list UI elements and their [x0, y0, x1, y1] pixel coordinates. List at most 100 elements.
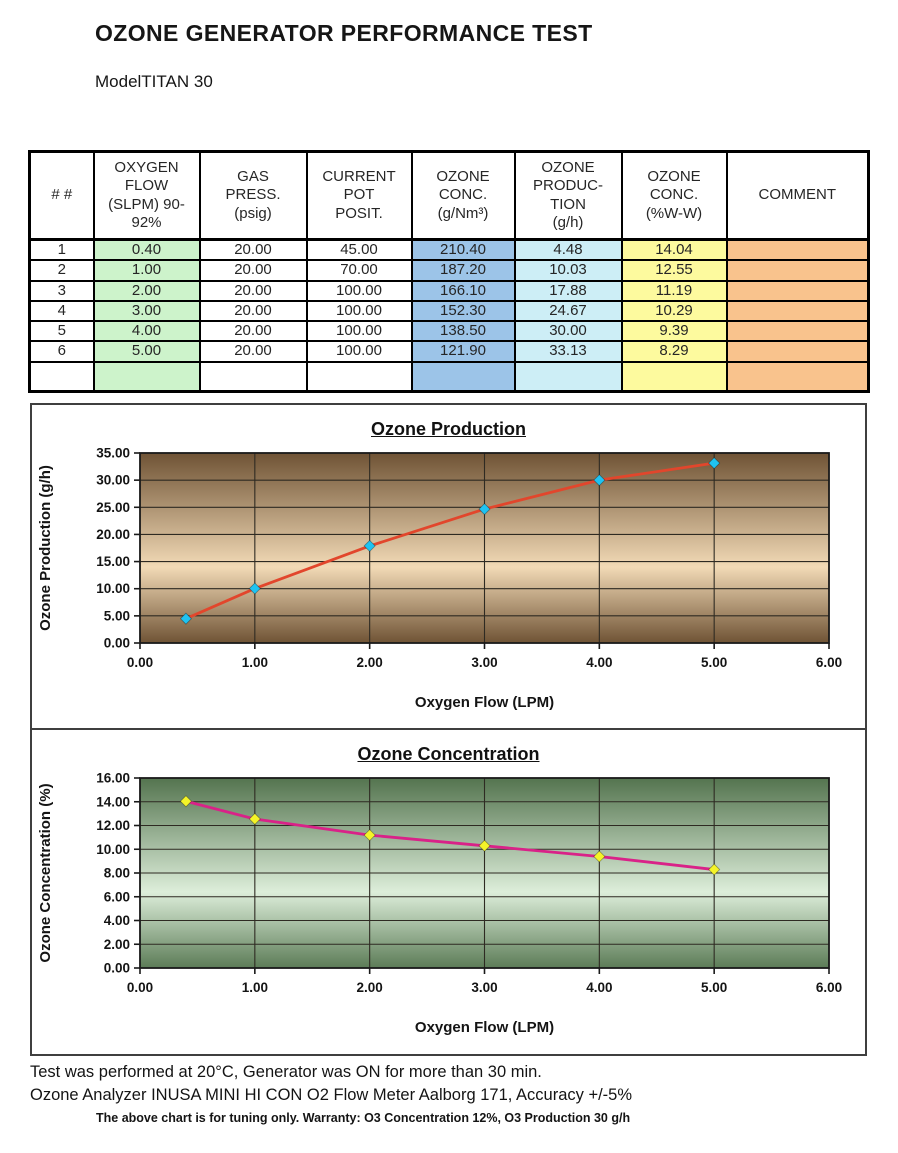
svg-text:6.00: 6.00: [104, 889, 130, 904]
footer-notes: Test was performed at 20°C, Generator wa…: [30, 1061, 632, 1127]
table-cell: 30.00: [513, 320, 623, 343]
table-cell: 138.50: [410, 320, 516, 343]
table-cell: [725, 360, 870, 393]
table-cell: 33.13: [513, 340, 623, 363]
table-header-cell: CURRENT POT POSIT.: [305, 150, 413, 241]
svg-text:1.00: 1.00: [242, 655, 268, 670]
ozone-concentration-chart-title: Ozone Concentration: [357, 744, 540, 764]
table-header-cell: GAS PRESS. (psig): [198, 150, 308, 241]
svg-text:35.00: 35.00: [96, 446, 130, 461]
table-cell: 20.00: [198, 320, 308, 343]
table-cell: 8.29: [620, 340, 728, 363]
svg-text:1.00: 1.00: [242, 980, 268, 995]
table-cell: 12.55: [620, 259, 728, 282]
table-cell: 20.00: [198, 279, 308, 302]
footer-line-3: The above chart is for tuning only. Warr…: [96, 1110, 631, 1125]
table-cell: 20.00: [198, 238, 308, 262]
table-cell: 4.00: [92, 320, 201, 343]
table-cell: [410, 360, 516, 393]
svg-text:5.00: 5.00: [701, 655, 727, 670]
svg-text:0.00: 0.00: [127, 655, 153, 670]
svg-text:12.00: 12.00: [96, 818, 130, 833]
table-cell: 9.39: [620, 320, 728, 343]
table-row: 5 4.00 20.00 100.00 138.50 30.00 9.39: [28, 320, 870, 343]
table-row: [28, 360, 870, 393]
table-cell: [92, 360, 201, 393]
table-cell: [725, 259, 870, 282]
table-cell: 1: [28, 238, 95, 262]
table-cell: 0.40: [92, 238, 201, 262]
table-cell: 4: [28, 299, 95, 323]
svg-text:2.00: 2.00: [357, 980, 383, 995]
table-cell: [198, 360, 308, 393]
table-header-cell: OXYGEN FLOW (SLPM) 90- 92%: [92, 150, 201, 241]
table-cell: [725, 340, 870, 363]
table-cell: [725, 320, 870, 343]
svg-text:0.00: 0.00: [104, 636, 130, 651]
model-label: ModelTITAN 30: [95, 72, 213, 91]
svg-text:Ozone Concentration (%): Ozone Concentration (%): [37, 783, 54, 962]
table-cell: 3: [28, 279, 95, 302]
table-header-cell: OZONE CONC. (%W-W): [620, 150, 728, 241]
table-cell: 100.00: [305, 320, 413, 343]
table-row: 2 1.00 20.00 70.00 187.20 10.03 12.55: [28, 259, 870, 282]
ozone-concentration-section: Ozone Concentration 0.00 2.00 4.00 6.00 8.00…: [32, 730, 865, 1055]
table-cell: 166.10: [410, 279, 516, 302]
svg-text:5.00: 5.00: [701, 980, 727, 995]
table-cell: [725, 238, 870, 262]
ozone-production-chart-title: Ozone Production: [371, 419, 526, 439]
svg-text:30.00: 30.00: [96, 473, 130, 488]
svg-text:10.00: 10.00: [96, 842, 130, 857]
svg-text:Oxygen Flow (LPM): Oxygen Flow (LPM): [415, 694, 554, 711]
svg-text:0.00: 0.00: [127, 980, 153, 995]
svg-text:10.00: 10.00: [96, 581, 130, 596]
table-cell: 10.29: [620, 299, 728, 323]
table-cell: 45.00: [305, 238, 413, 262]
table-header-cell: COMMENT: [725, 150, 870, 241]
table-header-row: # # OXYGEN FLOW (SLPM) 90- 92% GAS PRESS. …: [28, 150, 870, 241]
footer-line-1: Test was performed at 20°C, Generator wa…: [30, 1063, 542, 1081]
table-cell: 11.19: [620, 279, 728, 302]
charts-container: Ozone Production 0.00 5.00 10.00 15.00 20.00…: [30, 403, 867, 1056]
table-cell: 3.00: [92, 299, 201, 323]
table-cell: 1.00: [92, 259, 201, 282]
svg-text:Oxygen Flow (LPM): Oxygen Flow (LPM): [415, 1019, 554, 1036]
svg-text:20.00: 20.00: [96, 527, 130, 542]
table-cell: 210.40: [410, 238, 516, 262]
table-cell: [725, 279, 870, 302]
table-cell: 121.90: [410, 340, 516, 363]
table-cell: 20.00: [198, 259, 308, 282]
svg-text:5.00: 5.00: [104, 608, 130, 623]
table-row: 1 0.40 20.00 45.00 210.40 4.48 14.04: [28, 238, 870, 262]
table-cell: 24.67: [513, 299, 623, 323]
table-cell: 100.00: [305, 279, 413, 302]
table-cell: 14.04: [620, 238, 728, 262]
table-header-cell: OZONE PRODUC- TION (g/h): [513, 150, 623, 241]
table-header-cell: OZONE CONC. (g/Nm³): [410, 150, 516, 241]
table-cell: 20.00: [198, 340, 308, 363]
ozone-concentration-chart: 0.00 2.00 4.00 6.00 8.00 10.00 12.00 14.00 16.00…: [37, 771, 842, 1037]
svg-text:3.00: 3.00: [471, 655, 497, 670]
svg-text:6.00: 6.00: [816, 655, 842, 670]
svg-text:6.00: 6.00: [816, 980, 842, 995]
svg-text:4.00: 4.00: [104, 913, 130, 928]
table-cell: [620, 360, 728, 393]
performance-table: # # OXYGEN FLOW (SLPM) 90- 92% GAS PRESS. …: [28, 150, 870, 394]
table-cell: [305, 360, 413, 393]
svg-text:2.00: 2.00: [104, 937, 130, 952]
table-cell: 187.20: [410, 259, 516, 282]
table-row: 6 5.00 20.00 100.00 121.90 33.13 8.29: [28, 340, 870, 363]
table-cell: 10.03: [513, 259, 623, 282]
table-cell: 5: [28, 320, 95, 343]
svg-text:0.00: 0.00: [104, 961, 130, 976]
table-row: 3 2.00 20.00 100.00 166.10 17.88 11.19: [28, 279, 870, 302]
table-row: 4 3.00 20.00 100.00 152.30 24.67 10.29: [28, 299, 870, 323]
svg-text:16.00: 16.00: [96, 771, 130, 786]
table-cell: 17.88: [513, 279, 623, 302]
table-cell: 2.00: [92, 279, 201, 302]
table-cell: 20.00: [198, 299, 308, 323]
svg-text:2.00: 2.00: [357, 655, 383, 670]
svg-text:3.00: 3.00: [471, 980, 497, 995]
ozone-production-section: Ozone Production 0.00 5.00 10.00 15.00 20.00…: [32, 405, 865, 730]
